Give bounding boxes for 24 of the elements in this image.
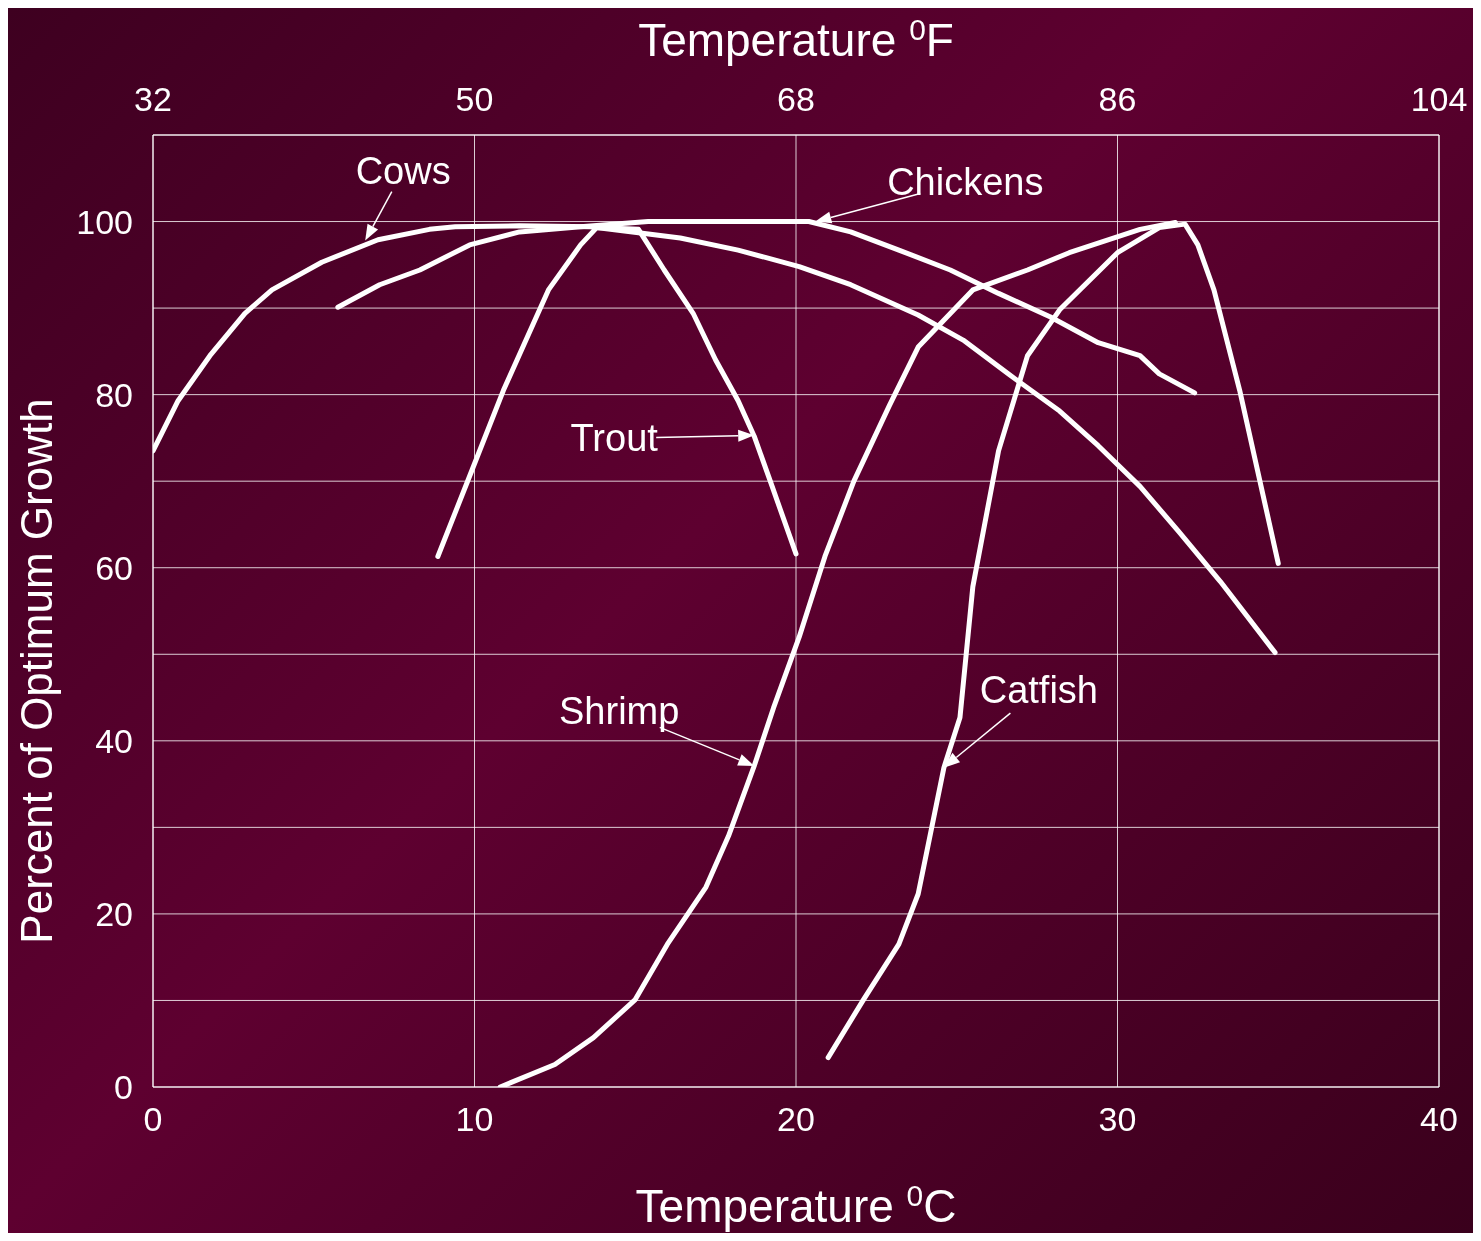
x-tick-label: 20: [777, 1100, 815, 1139]
x-tick-label: 0: [143, 1100, 163, 1139]
annotation: Cows: [355, 149, 451, 192]
y-tick-label: 40: [95, 721, 133, 760]
x-tick-label: 30: [1098, 1100, 1137, 1139]
x2-tick-label: 50: [455, 80, 494, 118]
x-axis-title: Temperature $^{0}$C: [635, 1178, 957, 1232]
annotation: Trout: [570, 417, 659, 460]
y-tick-label: 20: [95, 894, 133, 933]
y-axis-title: Percent of Optimum Growth: [11, 398, 61, 944]
annotation: Shrimp: [559, 689, 680, 732]
y-tick-label: 100: [76, 202, 133, 241]
x2-tick-label: 32: [134, 80, 172, 118]
x-tick-label: 40: [1420, 1100, 1458, 1139]
x2-tick-label: 86: [1098, 80, 1137, 118]
annotation: Catfish: [979, 668, 1099, 711]
x2-tick-label: 104: [1410, 80, 1468, 118]
x2-axis-title: Temperature $^{0}$F: [638, 12, 954, 66]
y-tick-label: 60: [95, 548, 133, 587]
x-tick-label: 10: [455, 1100, 494, 1139]
annotation: Chickens: [887, 160, 1044, 203]
x2-tick-label: 68: [777, 80, 815, 118]
y-tick-label: 0: [114, 1068, 133, 1107]
y-tick-label: 80: [95, 375, 133, 414]
